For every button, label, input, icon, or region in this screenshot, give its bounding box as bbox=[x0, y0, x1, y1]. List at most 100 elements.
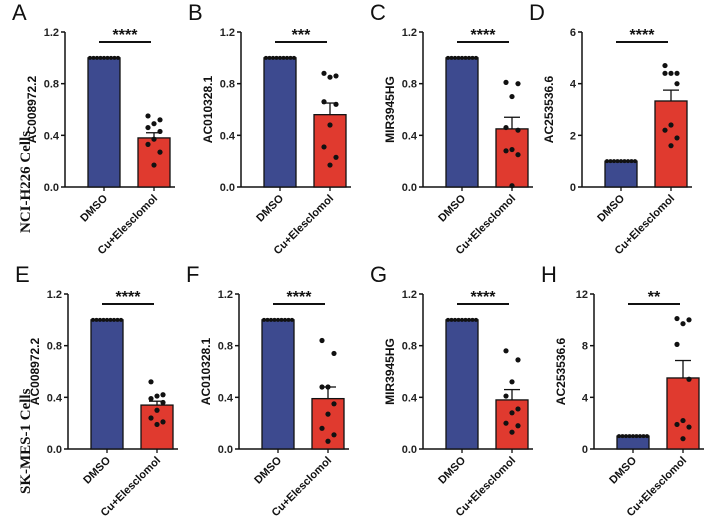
y-tick-label: 0.8 bbox=[47, 341, 62, 353]
data-point bbox=[622, 159, 627, 164]
data-point bbox=[662, 70, 668, 76]
y-tick-label: 0.4 bbox=[402, 392, 418, 404]
significance-label: **** bbox=[113, 27, 139, 44]
data-point bbox=[148, 415, 154, 421]
y-tick-label: 1.2 bbox=[402, 27, 417, 39]
bar-dmso bbox=[263, 57, 297, 188]
data-point bbox=[331, 350, 337, 357]
data-point bbox=[662, 127, 668, 133]
data-point bbox=[105, 317, 109, 322]
y-axis-label: AC253536.6 bbox=[554, 337, 568, 405]
y-tick-label: 1.2 bbox=[220, 27, 235, 39]
bar-dmso bbox=[604, 160, 638, 188]
data-point bbox=[151, 162, 157, 168]
y-tick-label: 0.4 bbox=[47, 392, 63, 404]
data-point bbox=[154, 407, 160, 413]
y-tick-label: 1.2 bbox=[47, 289, 62, 301]
data-point bbox=[98, 55, 103, 60]
y-axis-label: AC010328.1 bbox=[201, 75, 215, 143]
data-point bbox=[626, 159, 630, 164]
data-point bbox=[449, 317, 454, 322]
data-point bbox=[515, 357, 521, 363]
x-tick-label: DMSO bbox=[81, 454, 113, 486]
row-label-top: NCI-H226 Cells bbox=[18, 131, 34, 233]
data-point bbox=[509, 379, 515, 385]
data-point bbox=[119, 317, 123, 322]
panel-letter: B bbox=[188, 0, 203, 25]
panel-letter: G bbox=[370, 262, 387, 287]
data-point bbox=[463, 317, 468, 322]
data-point bbox=[449, 55, 454, 60]
data-point bbox=[509, 410, 515, 416]
data-point bbox=[321, 70, 327, 76]
data-point bbox=[453, 55, 457, 60]
data-point bbox=[157, 149, 163, 155]
data-point bbox=[641, 434, 646, 439]
data-point bbox=[321, 144, 327, 150]
data-point bbox=[674, 341, 680, 347]
y-tick-label: 0.4 bbox=[402, 130, 418, 142]
data-point bbox=[109, 55, 113, 60]
data-point bbox=[151, 121, 157, 127]
bar-treatment bbox=[495, 128, 529, 188]
y-tick-label: 1.2 bbox=[402, 289, 417, 301]
x-tick-label: DMSO bbox=[252, 454, 284, 486]
data-point bbox=[674, 315, 680, 322]
y-axis-label: MIR3945HG bbox=[383, 76, 397, 143]
data-point bbox=[112, 55, 117, 60]
data-point bbox=[668, 70, 674, 76]
data-point bbox=[456, 55, 461, 60]
data-point bbox=[617, 434, 621, 439]
data-point bbox=[612, 159, 616, 164]
y-axis-label: AC008972.2 bbox=[28, 337, 42, 405]
data-point bbox=[265, 317, 270, 322]
data-point bbox=[286, 317, 291, 322]
data-point bbox=[154, 421, 160, 428]
significance-label: **** bbox=[116, 289, 142, 306]
data-point bbox=[453, 317, 457, 322]
y-tick-label: 6 bbox=[570, 27, 576, 39]
data-point bbox=[686, 376, 692, 382]
significance-label: **** bbox=[287, 289, 313, 306]
data-point bbox=[327, 122, 333, 128]
data-point bbox=[503, 79, 509, 85]
data-point bbox=[674, 421, 680, 428]
panel-B: B0.00.40.81.2AC010328.1DMSOCu+Elesclomol… bbox=[188, 0, 351, 257]
data-point bbox=[446, 55, 450, 60]
data-point bbox=[629, 159, 634, 164]
data-point bbox=[674, 81, 680, 87]
data-point bbox=[515, 406, 521, 412]
data-point bbox=[463, 55, 468, 60]
data-point bbox=[503, 393, 509, 399]
data-point bbox=[290, 317, 294, 322]
data-point bbox=[325, 384, 331, 390]
data-point bbox=[160, 419, 166, 425]
data-point bbox=[662, 62, 668, 69]
data-point bbox=[674, 70, 680, 76]
data-point bbox=[680, 436, 686, 442]
data-point bbox=[319, 425, 325, 431]
data-point bbox=[327, 162, 333, 168]
data-point bbox=[319, 337, 325, 344]
y-tick-label: 0.8 bbox=[402, 79, 417, 91]
bar-dmso bbox=[90, 319, 124, 450]
panel-G: G0.00.40.81.2MIR3945HGDMSOCu+Elesclomol*… bbox=[370, 262, 533, 519]
data-point bbox=[327, 74, 333, 80]
y-tick-label: 0 bbox=[582, 444, 588, 456]
data-point bbox=[633, 159, 637, 164]
y-tick-label: 0.0 bbox=[220, 182, 235, 194]
data-point bbox=[281, 55, 286, 60]
y-tick-label: 0.4 bbox=[44, 130, 60, 142]
data-point bbox=[102, 55, 106, 60]
data-point bbox=[272, 317, 277, 322]
data-point bbox=[686, 317, 692, 323]
data-point bbox=[674, 135, 680, 141]
data-point bbox=[631, 434, 635, 439]
y-tick-label: 12 bbox=[576, 289, 588, 301]
data-point bbox=[515, 152, 521, 158]
data-point bbox=[509, 429, 515, 435]
panel-A: A0.00.40.81.2AC008972.2DMSOCu+Elesclomol… bbox=[12, 0, 175, 257]
data-point bbox=[88, 55, 92, 60]
panel-letter: H bbox=[541, 262, 557, 287]
